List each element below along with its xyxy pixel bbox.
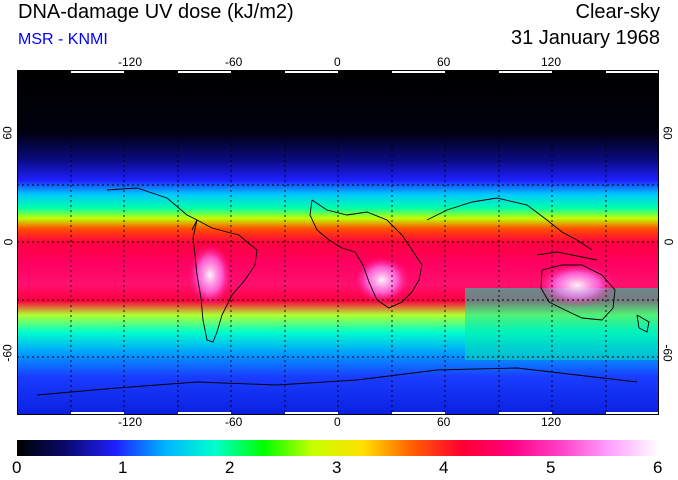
colorbar-label: 4 — [439, 458, 449, 477]
frame-tick — [285, 70, 338, 73]
coastlines — [36, 187, 650, 396]
lon-tick-bottom: -60 — [225, 415, 243, 429]
lat-tick-left: 0 — [1, 238, 16, 246]
coastline — [536, 251, 598, 261]
coastline — [636, 314, 650, 333]
coastline — [36, 367, 638, 396]
coastline — [192, 219, 258, 343]
frame-tick — [71, 70, 124, 73]
colorbar-label: 2 — [225, 458, 235, 477]
colorbar-label: 0 — [12, 458, 22, 477]
lat-tick-left: 60 — [0, 126, 15, 140]
colorbar-label: 6 — [653, 458, 663, 477]
frame-tick — [178, 70, 231, 73]
lon-tick-top: -60 — [225, 55, 243, 69]
lon-tick-bottom: 0 — [334, 415, 341, 429]
map-title: DNA-damage UV dose (kJ/m2) — [18, 1, 294, 23]
lat-tick-left: -60 — [0, 344, 15, 362]
australia-hotspot — [537, 263, 617, 307]
africa-hotspot — [354, 256, 410, 304]
lon-tick-top: 120 — [541, 55, 562, 69]
coastline — [309, 199, 423, 309]
source-label: MSR - KNMI — [18, 31, 108, 48]
lon-tick-top: 0 — [334, 55, 341, 69]
uv-dose-map — [17, 70, 659, 415]
frame-tick — [285, 412, 338, 415]
lon-tick-top: -120 — [118, 55, 143, 69]
lat-tick-right: -60 — [660, 344, 675, 362]
colorbar-label: 5 — [546, 458, 556, 477]
date-label: 31 January 1968 — [510, 27, 660, 49]
lon-tick-top: 60 — [437, 55, 451, 69]
sky-condition-label: Clear-sky — [575, 1, 660, 23]
lon-tick-bottom: -120 — [118, 415, 143, 429]
colorbar-label: 3 — [332, 458, 342, 477]
frame-tick — [178, 412, 231, 415]
map-frame — [17, 70, 659, 415]
frame-border — [17, 70, 659, 415]
lat-tick-right: 0 — [661, 238, 676, 246]
colorbar — [17, 440, 659, 456]
frame-tick — [71, 412, 124, 415]
frame-tick — [392, 70, 445, 73]
frame-tick — [606, 412, 659, 415]
frame-tick — [499, 70, 552, 73]
colorbar-label: 1 — [118, 458, 128, 477]
south-america-hotspot — [188, 243, 232, 307]
lon-tick-bottom: 120 — [541, 415, 562, 429]
frame-tick — [499, 412, 552, 415]
frame-tick — [606, 70, 659, 73]
coastline — [106, 187, 198, 231]
coastline — [426, 197, 593, 251]
frame-tick — [392, 412, 445, 415]
lon-tick-bottom: 60 — [437, 415, 451, 429]
colorbar-gradient — [17, 440, 659, 456]
lat-tick-right: 60 — [660, 126, 675, 140]
graticule — [17, 70, 659, 415]
